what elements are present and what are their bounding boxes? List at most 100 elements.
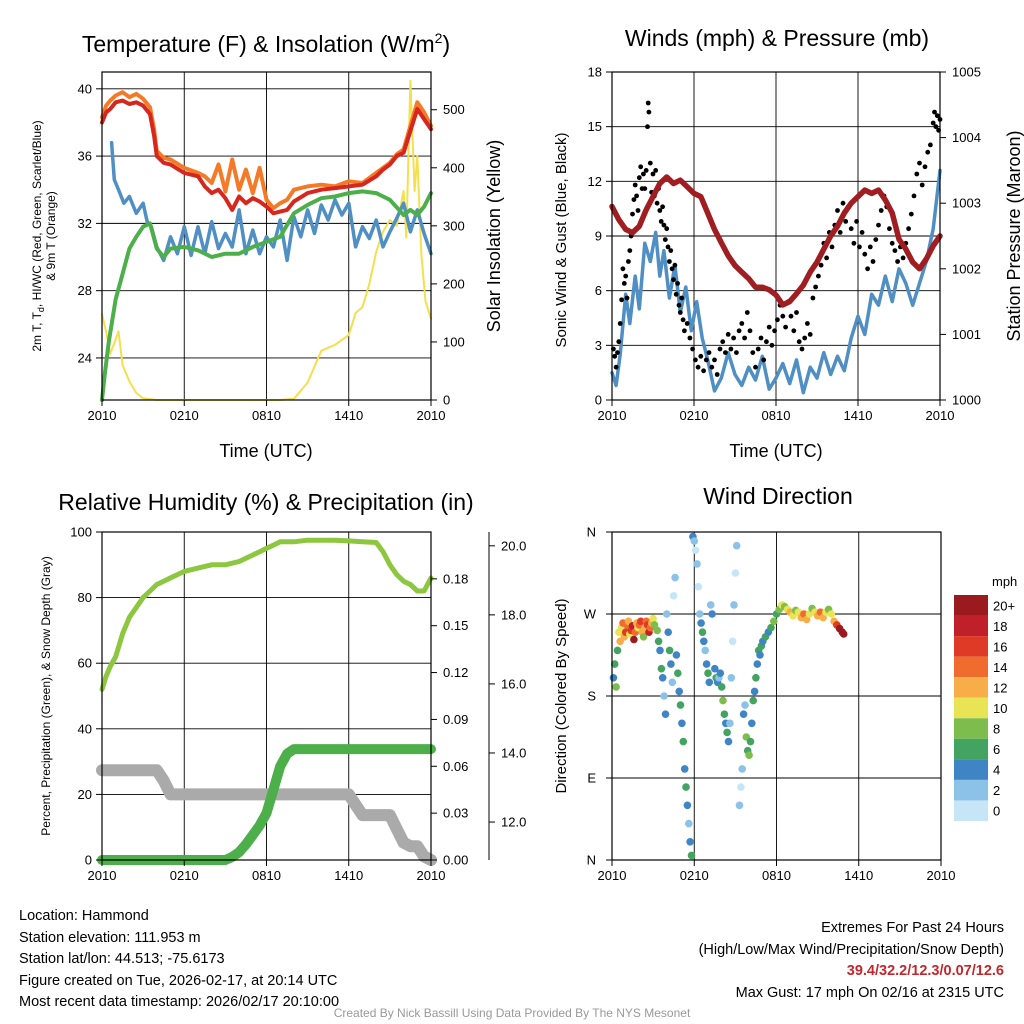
y-tick-label: 6 <box>595 283 602 298</box>
x-tick-label: 2010 <box>926 408 955 423</box>
gust-point <box>769 342 775 348</box>
gust-point <box>851 240 857 246</box>
y-tick-label: 60 <box>78 656 92 671</box>
wind-direction-point <box>750 687 759 696</box>
gust-point <box>667 259 672 264</box>
gust-point <box>764 339 769 345</box>
station-location: Location: Hammond <box>19 908 149 924</box>
gust-point <box>862 251 868 257</box>
gust-point <box>645 100 651 106</box>
wind-direction-points <box>609 532 848 860</box>
colorbar-label: 18 <box>993 619 1007 634</box>
gust-point <box>796 339 802 345</box>
gust-point <box>728 346 734 352</box>
y-tick-label: 40 <box>78 81 92 96</box>
x-tick-label: 1410 <box>334 408 363 423</box>
gust-point <box>672 262 678 268</box>
gust-point <box>906 226 911 232</box>
gust-point <box>843 219 849 224</box>
gust-point <box>641 171 646 177</box>
gust-point <box>917 160 922 166</box>
gust-point <box>794 310 799 315</box>
gust-point <box>693 357 698 363</box>
gust-point <box>772 328 777 334</box>
x-tick-label: 2010 <box>417 408 446 423</box>
wind-direction-point <box>731 569 740 577</box>
pressure-tick-label: 1002 <box>952 261 981 276</box>
gust-point <box>870 259 876 264</box>
snow-depth-tick-label: 12.0 <box>501 815 526 830</box>
gust-point <box>807 332 813 337</box>
x-tick-label: 0210 <box>170 408 199 423</box>
wind-direction-point <box>660 692 668 700</box>
colorbar-label: 12 <box>993 680 1007 695</box>
wind-direction-point <box>738 765 746 773</box>
wind-direction-point <box>839 630 848 638</box>
temperature-y-axis-label: 2m T, Td, HI/WC (Red, Green, Scarlet/Blu… <box>30 120 46 351</box>
gust-point <box>643 168 649 173</box>
insolation-tick-label: 100 <box>443 334 465 349</box>
y-tick-label: 0 <box>595 393 602 408</box>
max-gust: Max Gust: 17 mph On 02/16 at 2315 UTC <box>735 984 1004 1001</box>
colorbar-label: 8 <box>993 722 1000 737</box>
wind-direction-point <box>724 737 733 746</box>
gust-point <box>673 291 679 297</box>
colorbar-label: 20+ <box>993 598 1015 613</box>
gust-point <box>775 317 780 323</box>
temperature-chart-title: Temperature (F) & Insolation (W/m2) <box>82 30 450 57</box>
wind-direction-point <box>678 719 686 728</box>
wind-direction-point <box>690 537 699 545</box>
y-tick-label: 20 <box>78 787 92 802</box>
colorbar-label: 10 <box>993 701 1007 716</box>
pressure-tick-label: 1005 <box>952 65 981 80</box>
precipitation-tick-label: 0.09 <box>443 712 468 727</box>
wind-direction-point <box>653 626 661 635</box>
gust-point <box>780 313 786 319</box>
y-tick-label: N <box>587 525 596 540</box>
wind-direction-point <box>630 635 638 644</box>
gust-point <box>725 332 731 337</box>
gust-point <box>621 281 627 286</box>
y-tick-label: 40 <box>78 721 92 736</box>
colorbar-swatch <box>954 615 988 637</box>
wind-direction-point <box>667 660 675 668</box>
wind-direction-point <box>732 541 741 550</box>
extremes-subheading: (High/Low/Max Wind/Precipitation/Snow De… <box>698 941 1004 958</box>
gust-point <box>684 321 690 326</box>
wind-direction-point <box>770 617 778 626</box>
wind-direction-point <box>716 669 725 677</box>
winds-panel: Winds (mph) & Pressure (mb) 2010 0210 0810… <box>553 25 1024 461</box>
gust-point <box>627 248 633 254</box>
colorbar-swatch <box>954 800 988 821</box>
colorbar-swatch <box>954 738 988 760</box>
humidity-panel: Relative Humidity (%) & Precipitation (i… <box>39 489 526 883</box>
x-tick-label: 1410 <box>844 408 873 423</box>
colorbar-swatch <box>954 677 988 698</box>
wind-direction-point <box>697 619 705 627</box>
gust-point <box>671 277 676 283</box>
gust-point <box>620 266 626 272</box>
wind-direction-point <box>679 737 688 746</box>
precipitation-tick-label: 0.03 <box>443 806 468 821</box>
wind-direction-point <box>735 801 744 810</box>
station-elevation: Station elevation: 111.953 m <box>19 929 201 946</box>
wind-direction-point <box>698 628 707 636</box>
gust-point <box>747 328 753 334</box>
gust-point <box>908 211 914 217</box>
gust-point <box>626 259 631 264</box>
wind-direction-point <box>741 701 749 709</box>
station-latlon: Station lat/lon: 44.513; -75.6173 <box>19 951 225 967</box>
gust-point <box>677 310 683 315</box>
colorbar-label: 16 <box>993 639 1007 654</box>
wind-direction-point <box>726 719 734 728</box>
wind-direction-point <box>663 610 671 618</box>
gust-point <box>865 266 870 272</box>
wind-direction-point <box>756 651 764 659</box>
gust-point <box>706 350 712 355</box>
x-tick-label: 0210 <box>680 868 709 883</box>
gust-point <box>813 284 818 290</box>
x-tick-label: 1410 <box>334 868 363 883</box>
wind-direction-point <box>746 737 755 746</box>
snow-depth-tick-label: 14.0 <box>501 745 526 760</box>
